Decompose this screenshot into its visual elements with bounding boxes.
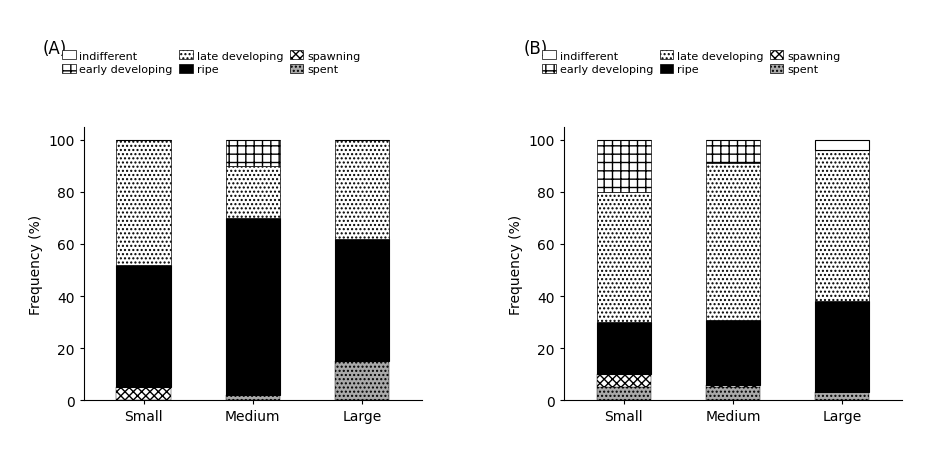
Bar	[815, 141, 870, 151]
Bar	[225, 167, 280, 218]
Bar	[116, 141, 171, 265]
Bar	[597, 387, 651, 400]
Y-axis label: Frequency (%): Frequency (%)	[509, 214, 523, 314]
Bar	[597, 374, 651, 387]
Bar	[706, 164, 761, 320]
Bar	[225, 395, 280, 400]
Legend: indifferent, early developing, late developing, ripe, spawning, spent: indifferent, early developing, late deve…	[62, 51, 360, 75]
Bar	[335, 141, 389, 239]
Bar	[116, 387, 171, 400]
Bar	[335, 239, 389, 361]
Bar	[815, 302, 870, 393]
Y-axis label: Frequency (%): Frequency (%)	[29, 214, 43, 314]
Bar	[706, 141, 761, 164]
Text: (B): (B)	[524, 40, 548, 58]
Bar	[597, 323, 651, 374]
Bar	[225, 218, 280, 395]
Bar	[706, 385, 761, 387]
Bar	[597, 192, 651, 323]
Bar	[597, 141, 651, 192]
Text: (A): (A)	[43, 40, 67, 58]
Bar	[335, 361, 389, 400]
Legend: indifferent, early developing, late developing, ripe, spawning, spent: indifferent, early developing, late deve…	[542, 51, 841, 75]
Bar	[116, 265, 171, 387]
Bar	[706, 320, 761, 385]
Bar	[706, 387, 761, 400]
Bar	[815, 151, 870, 302]
Bar	[225, 141, 280, 167]
Bar	[815, 393, 870, 400]
